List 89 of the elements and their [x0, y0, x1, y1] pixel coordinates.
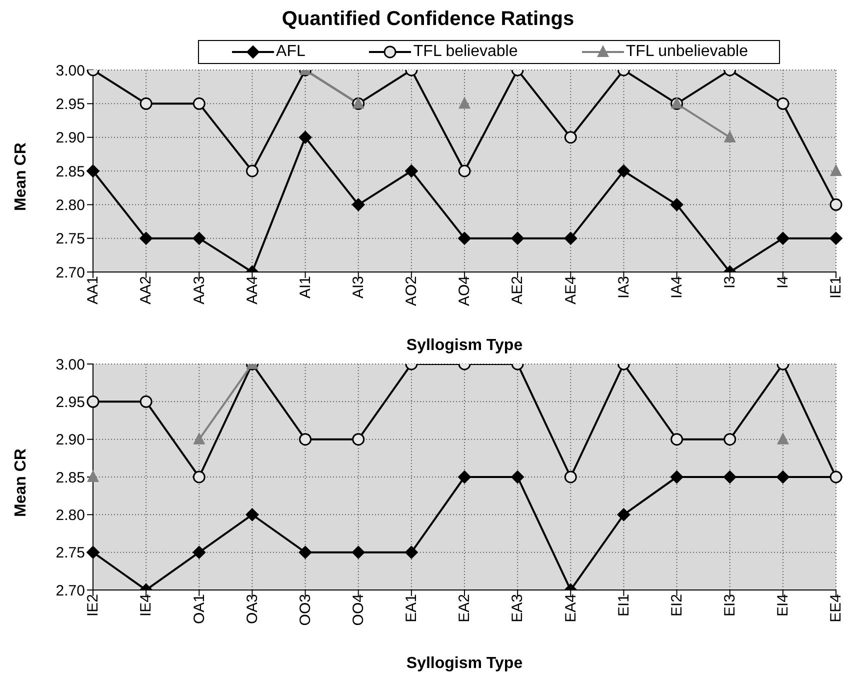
point: [511, 470, 524, 484]
x-axis-title: Syllogism Type: [406, 655, 523, 672]
x-tick-label: EI2: [668, 594, 686, 617]
x-tick-label: IA4: [668, 276, 686, 299]
point: [670, 433, 684, 446]
legend-label: TFL believable: [413, 43, 518, 61]
x-tick-label: OO4: [350, 594, 368, 626]
x-axis-title: Syllogism Type: [406, 337, 523, 354]
y-tick-label: 2.90: [56, 432, 85, 449]
legend-label: AFL: [276, 43, 306, 61]
point: [617, 508, 630, 522]
x-tick-label: AO2: [403, 276, 420, 306]
point: [670, 198, 684, 212]
point: [724, 130, 736, 142]
point: [511, 232, 524, 245]
y-axis-title: Mean CR: [12, 448, 30, 517]
point: [458, 470, 471, 484]
x-tick-label: AE4: [562, 276, 580, 304]
y-tick-label: 3.00: [56, 62, 85, 80]
x-tick-label: EA3: [509, 594, 526, 622]
point: [724, 433, 736, 446]
x-tick-label: EI4: [774, 594, 792, 617]
point: [830, 198, 842, 211]
y-axis-title: Mean CR: [12, 142, 30, 211]
point: [776, 470, 790, 484]
point: [192, 232, 206, 245]
y-tick-label: 2.75: [56, 544, 85, 562]
point: [140, 97, 152, 110]
x-tick-label: EA2: [456, 594, 474, 622]
x-tick-label: OO3: [296, 594, 314, 626]
y-tick-label: 2.85: [56, 469, 85, 486]
point: [352, 433, 365, 446]
point: [830, 164, 842, 176]
x-tick-label: OA1: [190, 594, 208, 624]
y-tick-label: 2.80: [56, 196, 85, 214]
x-tick-label: AA1: [84, 276, 102, 304]
point: [298, 130, 312, 144]
point: [458, 164, 471, 178]
y-tick-label: 2.80: [56, 506, 85, 524]
x-tick-label: AI1: [296, 276, 314, 299]
y-tick-label: 2.95: [56, 394, 85, 411]
point: [299, 433, 312, 446]
x-tick-label: I3: [722, 276, 739, 289]
point: [87, 470, 99, 482]
x-tick-label: AA2: [138, 276, 155, 304]
x-tick-label: EI3: [722, 594, 739, 617]
x-tick-label: IE1: [828, 276, 845, 299]
point: [404, 164, 418, 178]
legend-label: TFL unbelievable: [626, 43, 748, 61]
x-tick-label: IE4: [138, 594, 155, 617]
y-tick-label: 2.85: [56, 163, 85, 180]
x-tick-label: EE4: [828, 594, 845, 622]
point: [776, 97, 790, 110]
point: [86, 164, 100, 178]
x-tick-label: IA3: [615, 276, 632, 299]
x-tick-label: AA4: [244, 276, 261, 304]
point: [140, 232, 153, 245]
point: [830, 232, 842, 245]
chart-title: Quantified Confidence Ratings: [280, 8, 576, 32]
y-tick-label: 3.00: [56, 356, 85, 374]
x-tick-label: EA1: [403, 594, 420, 622]
y-tick-label: 2.70: [56, 264, 85, 282]
y-tick-label: 2.95: [56, 96, 85, 113]
point: [192, 470, 206, 484]
point: [564, 232, 578, 245]
point: [723, 470, 736, 484]
point: [352, 198, 365, 212]
x-tick-label: AI3: [350, 276, 368, 299]
point: [564, 131, 577, 144]
x-tick-label: I4: [774, 276, 792, 289]
x-tick-label: IE2: [84, 594, 102, 617]
y-tick-label: 2.90: [56, 130, 85, 147]
x-tick-label: EA4: [562, 594, 580, 622]
y-tick-label: 2.75: [56, 230, 85, 248]
x-tick-label: EI1: [615, 594, 632, 617]
point: [617, 164, 630, 178]
point: [458, 96, 470, 109]
y-tick-label: 2.70: [56, 582, 85, 600]
x-tick-label: AO4: [456, 276, 474, 306]
point: [246, 508, 259, 522]
x-tick-label: AA3: [190, 276, 208, 304]
x-tick-label: OA3: [244, 594, 261, 624]
x-tick-label: AE2: [509, 276, 526, 304]
point: [776, 232, 790, 245]
point: [458, 232, 471, 245]
point: [246, 164, 258, 178]
point: [564, 470, 577, 484]
point: [192, 97, 206, 110]
point: [670, 470, 684, 484]
